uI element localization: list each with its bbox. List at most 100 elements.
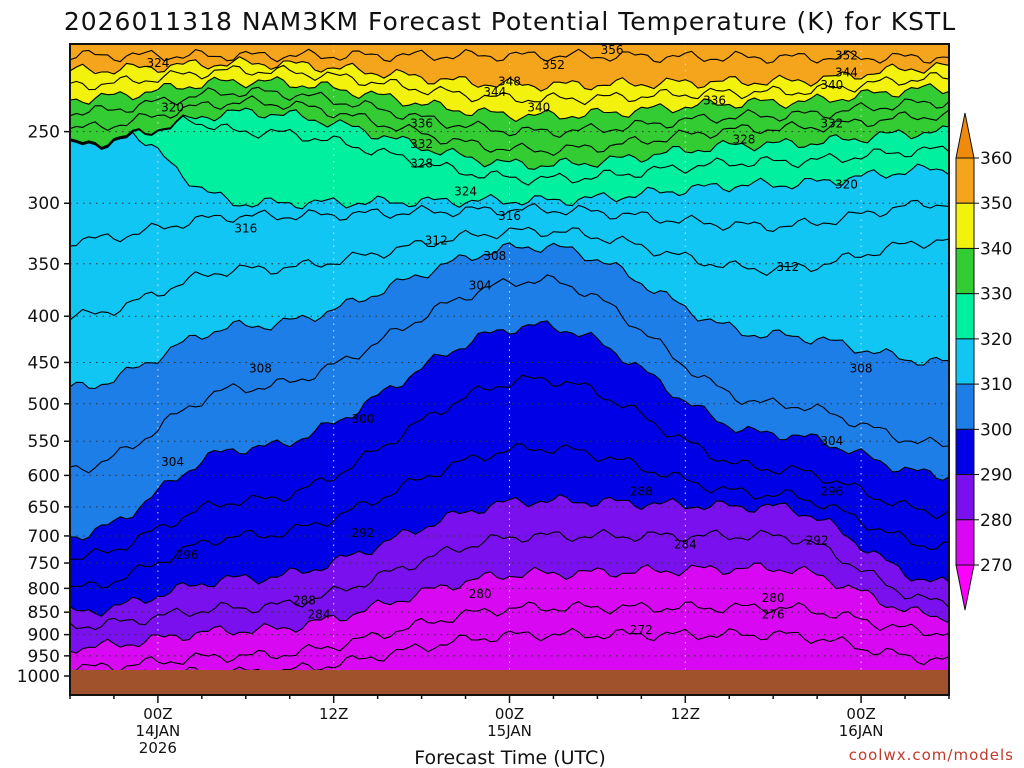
theta-band: [70, 200, 949, 320]
colorbar-extend-bottom: [955, 564, 975, 611]
contour-label: 328: [732, 132, 755, 146]
contour-label: 308: [249, 362, 272, 376]
x-tick-label: 12Z: [671, 705, 700, 723]
contour-label: 308: [850, 362, 873, 376]
theta-band: [70, 76, 949, 138]
x-tick-date: 14JAN: [136, 722, 181, 740]
y-tick-label: 650: [28, 498, 60, 518]
isentrope-276: [70, 601, 949, 675]
contour-label: 284: [308, 607, 331, 621]
colorbar-bin: [955, 428, 975, 476]
colorbar-bin: [955, 338, 975, 385]
theta-band: [70, 274, 949, 540]
y-tick-label: 500: [28, 395, 60, 415]
ground-below-surface: [70, 670, 949, 695]
colorbar-label: 270: [980, 556, 1012, 576]
contour-label: 352: [542, 58, 565, 72]
colorbar-label: 300: [980, 420, 1012, 440]
contour-label: 336: [703, 94, 726, 108]
x-tick-label: 00Z: [495, 705, 524, 723]
contour-label: 320: [161, 100, 184, 114]
contour-label: 328: [410, 156, 433, 170]
theta-band: [70, 494, 949, 630]
y-tick-label: 400: [28, 307, 60, 327]
contour-label: 284: [674, 537, 697, 551]
contour-label: 280: [469, 587, 492, 601]
y-tick-label: 350: [28, 255, 60, 275]
colorbar-bin: [955, 247, 975, 295]
contour-label: 312: [425, 234, 448, 248]
isentrope-344: [70, 64, 949, 106]
colorbar-bin: [955, 157, 975, 204]
x-axis-label: Forecast Time (UTC): [414, 747, 605, 768]
theta-band: [70, 563, 949, 675]
y-tick-label: 1000: [17, 667, 60, 687]
contour-label: 296: [176, 548, 199, 562]
y-tick-label: 250: [28, 123, 60, 143]
colorbar-label: 320: [980, 330, 1012, 350]
colorbar-bin: [955, 293, 975, 340]
contour-label: 272: [630, 623, 653, 637]
y-tick-label: 900: [28, 626, 60, 646]
isentrope-280: [70, 562, 949, 654]
contour-label: 288: [630, 484, 653, 498]
y-tick-label: 300: [28, 194, 60, 214]
contour-label: 292: [352, 526, 375, 540]
isentrope-332: [70, 95, 949, 157]
contour-label: 276: [762, 607, 785, 621]
colorbar-bin: [955, 474, 975, 521]
theta-band: [70, 116, 949, 209]
theta-band: [70, 56, 949, 105]
theta-band: [70, 65, 949, 122]
colorbar-label: 290: [980, 466, 1012, 486]
y-tick-label: 600: [28, 466, 60, 486]
colorbar-label: 280: [980, 511, 1012, 531]
contour-label: 340: [820, 78, 843, 92]
contour-label: 324: [454, 184, 477, 198]
isentrope-352: [70, 48, 949, 64]
contour-label: 292: [806, 533, 829, 547]
colorbar-label: 360: [980, 149, 1012, 169]
theta-band: [70, 375, 949, 588]
contour-label: 288: [293, 593, 316, 607]
isentrope-292: [70, 443, 949, 589]
contour-label: 332: [410, 137, 433, 151]
isentrope-288: [70, 493, 949, 617]
chart-title: 2026011318 NAM3KM Forecast Potential Tem…: [64, 7, 956, 36]
y-tick-label: 800: [28, 579, 60, 599]
theta-band: [70, 321, 949, 560]
contour-label: 308: [483, 249, 506, 263]
x-tick-label: 00Z: [143, 705, 172, 723]
contour-label: 320: [835, 177, 858, 191]
isentrope-316: [70, 199, 949, 247]
contour-label: 324: [146, 56, 169, 70]
contour-label: 296: [820, 484, 843, 498]
contour-label: 356: [601, 43, 624, 57]
y-tick-label: 750: [28, 554, 60, 574]
contour-label: 304: [469, 279, 492, 293]
isentrope-312: [70, 226, 949, 321]
plot-area: 3563523523483443443403403363363323323283…: [69, 43, 950, 696]
colorbar-extend-top: [955, 112, 975, 159]
colorbar-label: 330: [980, 285, 1012, 305]
contour-label: 344: [483, 85, 506, 99]
theta-band: [70, 529, 949, 654]
contour-label: 280: [762, 591, 785, 605]
contour-label: 336: [410, 117, 433, 131]
isentrope-336: [70, 86, 949, 139]
isentrope-340: [70, 76, 949, 123]
colorbar-bin: [955, 519, 975, 566]
isentrope-300: [70, 320, 949, 541]
isentrope-324: [70, 115, 949, 186]
contour-label: 300: [352, 412, 375, 426]
colorbar-bin: [955, 202, 975, 249]
theta-band: [70, 443, 949, 617]
x-tick-date: 16JAN: [839, 722, 884, 740]
theta-band: [70, 87, 949, 156]
theta-band: [70, 108, 949, 186]
isentrope-284: [70, 528, 949, 631]
isentrope-308: [70, 242, 949, 390]
contour-label: 352: [835, 49, 858, 63]
